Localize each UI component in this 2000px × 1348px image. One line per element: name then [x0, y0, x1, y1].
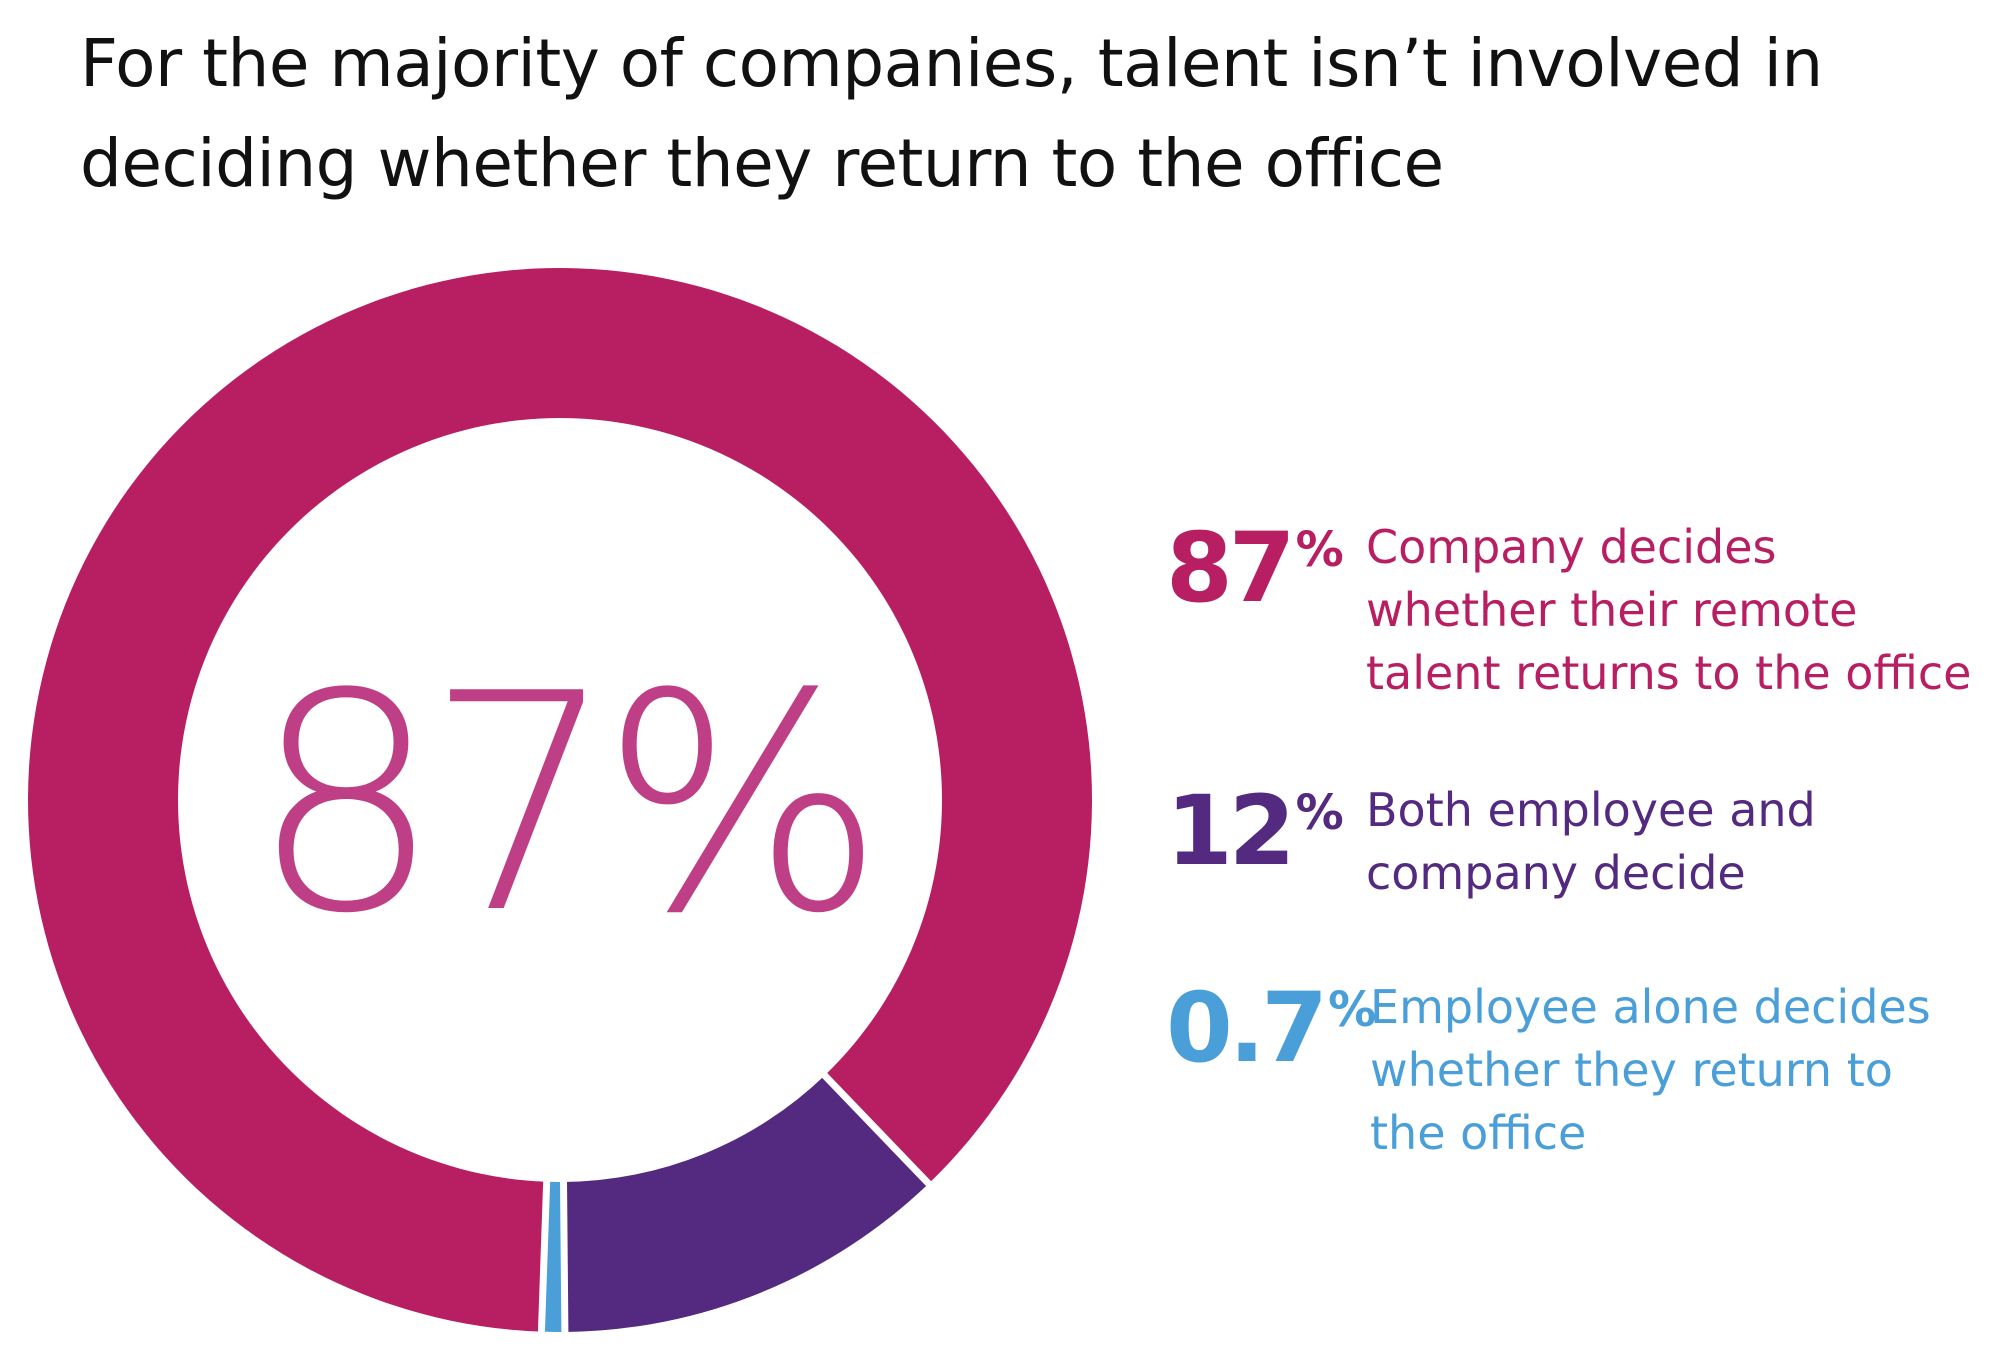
legend-value-unit: %: [1328, 982, 1377, 1038]
legend-label-company: Company decides whether their remote tal…: [1366, 516, 1971, 705]
legend-label-line: Employee alone decides: [1370, 980, 1931, 1034]
legend-value-number: 0.7: [1166, 972, 1328, 1084]
legend-label-line: company decide: [1366, 846, 1746, 900]
legend-value-both: 12 %: [1166, 783, 1366, 879]
chart-title: For the majority of companies, talent is…: [80, 14, 1960, 214]
legend-item-company: 87 % Company decides whether their remot…: [1166, 520, 1971, 705]
legend-label-employee: Employee alone decides whether they retu…: [1370, 976, 1931, 1165]
chart-title-line-1: For the majority of companies, talent is…: [80, 25, 1823, 102]
legend-label-line: Both employee and: [1366, 783, 1816, 837]
chart-title-line-2: deciding whether they return to the offi…: [80, 125, 1444, 202]
legend-item-both: 12 % Both employee and company decide: [1166, 783, 1816, 905]
donut-slice-both: [563, 1075, 929, 1332]
legend-label-line: whether they return to: [1370, 1043, 1893, 1097]
donut-slice-separator: [819, 1070, 934, 1189]
legend-label-line: Company decides: [1366, 520, 1777, 574]
legend-label-line: whether their remote: [1366, 583, 1858, 637]
legend-label-line: the office: [1370, 1106, 1587, 1160]
legend-label-line: talent returns to the office: [1366, 646, 1972, 700]
legend-value-company: 87 %: [1166, 520, 1366, 616]
donut-slice-separator: [537, 1177, 551, 1336]
donut-chart: 87%: [28, 268, 1093, 1337]
donut-slice-separator: [559, 1177, 569, 1337]
legend-value-unit: %: [1295, 785, 1344, 841]
legend-value-number: 87: [1166, 512, 1296, 624]
donut-center-label: 87%: [251, 630, 870, 979]
legend-value-employee: 0.7 %: [1166, 972, 1376, 1084]
legend-value-number: 12: [1166, 775, 1296, 887]
legend-item-employee: 0.7 % Employee alone decides whether the…: [1166, 980, 1931, 1165]
legend-value-unit: %: [1295, 522, 1344, 578]
legend-label-both: Both employee and company decide: [1366, 779, 1816, 905]
